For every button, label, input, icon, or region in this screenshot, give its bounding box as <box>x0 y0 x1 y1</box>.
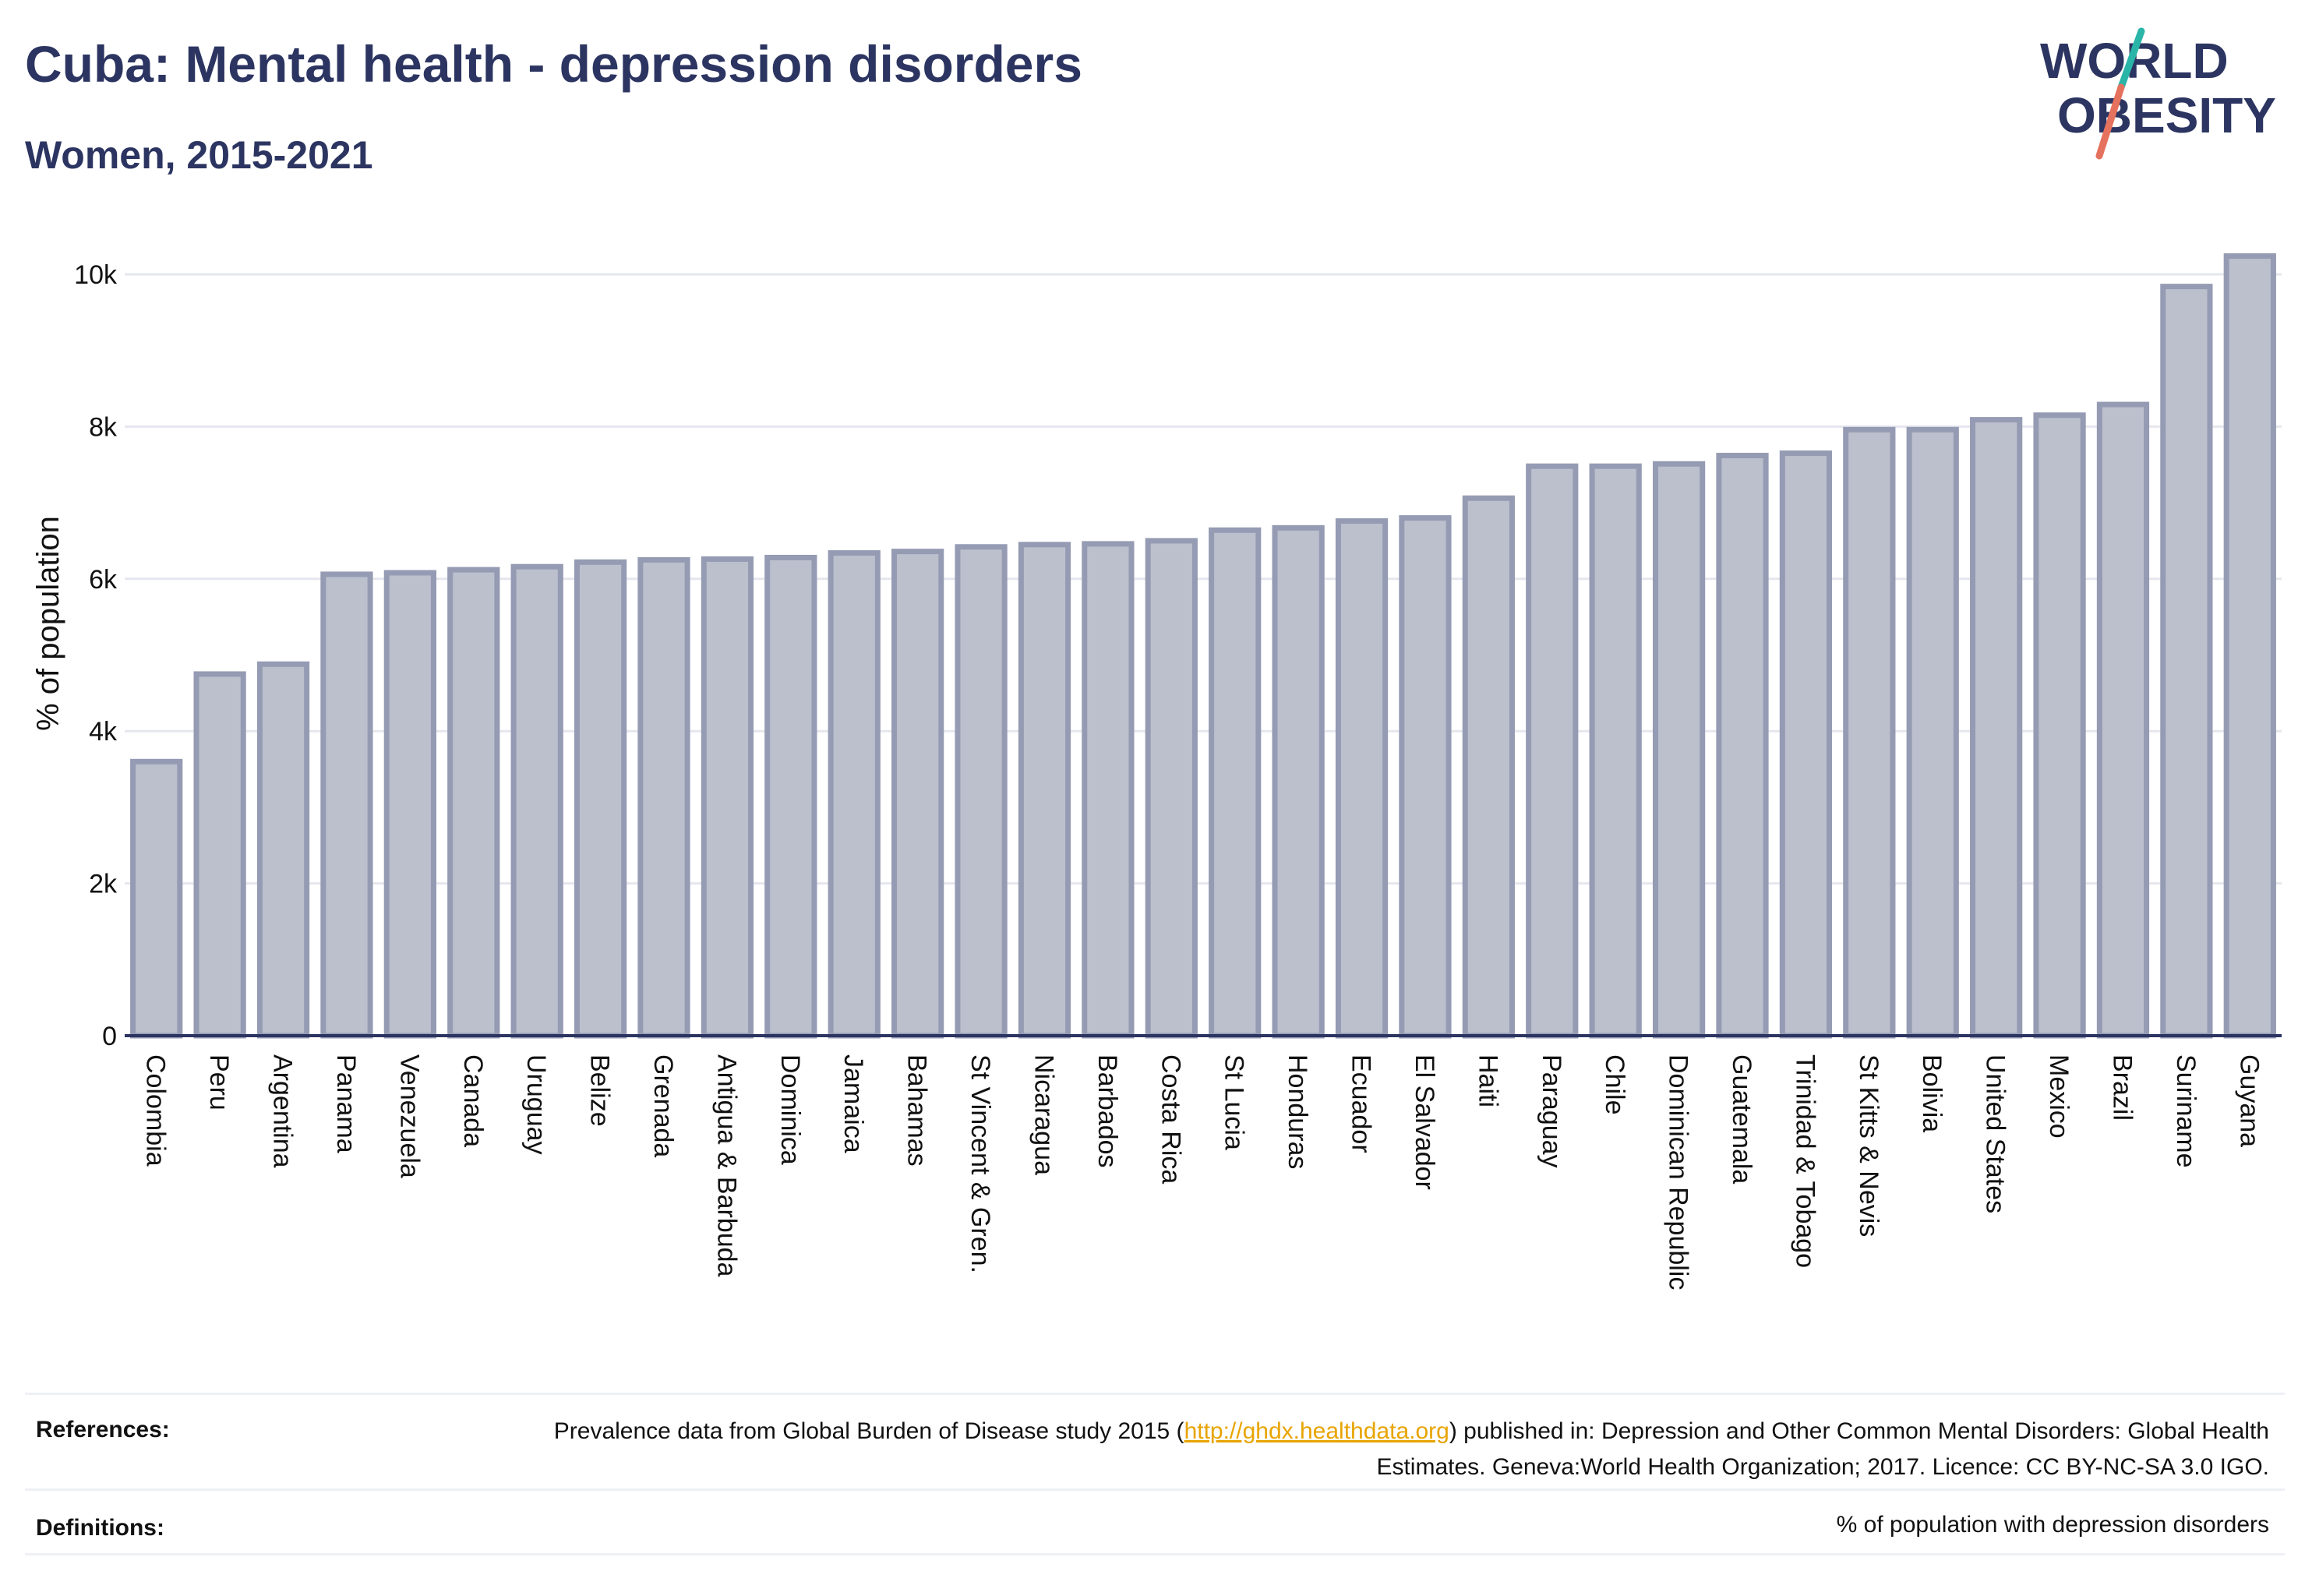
x-tick-label: Suriname <box>2171 1054 2201 1168</box>
x-tick-label: Colombia <box>141 1054 171 1167</box>
y-tick-label: 6k <box>89 565 118 595</box>
bar <box>1779 450 1833 1039</box>
x-tick-label: Guyana <box>2234 1054 2264 1147</box>
bar <box>1843 426 1896 1039</box>
bar <box>1970 417 2023 1039</box>
definitions-label: Definitions: <box>36 1515 164 1541</box>
x-tick-label: Argentina <box>268 1054 298 1168</box>
bar <box>1145 538 1198 1039</box>
x-tick-label: Panama <box>331 1054 361 1153</box>
footer-divider-middle <box>25 1488 2285 1491</box>
x-tick-label: Uruguay <box>521 1054 551 1155</box>
x-tick-label: Ecuador <box>1347 1054 1376 1153</box>
x-tick-label: St Kitts & Nevis <box>1854 1054 1883 1237</box>
bar <box>1018 542 1071 1039</box>
bar <box>701 556 754 1039</box>
y-tick-label: 8k <box>89 412 118 442</box>
y-tick-label: 2k <box>89 870 118 899</box>
bar <box>2160 284 2213 1039</box>
x-tick-label: Bolivia <box>1917 1054 1947 1132</box>
x-tick-label: El Salvador <box>1410 1054 1439 1190</box>
x-tick-label: Barbados <box>1092 1054 1122 1168</box>
x-tick-label: Belize <box>585 1054 615 1127</box>
x-tick-label: Grenada <box>648 1054 678 1157</box>
bar <box>828 550 881 1039</box>
bar <box>193 671 246 1039</box>
x-tick-label: Antigua & Barbuda <box>711 1054 741 1277</box>
bar <box>891 549 944 1039</box>
page-title: Cuba: Mental health - depression disorde… <box>25 35 1082 93</box>
x-tick-label: Trinidad & Tobago <box>1790 1054 1820 1268</box>
bar <box>1399 515 1452 1039</box>
bar <box>637 556 690 1039</box>
bar <box>1082 541 1135 1039</box>
x-tick-label: Canada <box>458 1054 488 1147</box>
bar <box>383 570 436 1039</box>
references-text: Prevalence data from Global Burden of Di… <box>477 1414 2269 1485</box>
bar <box>1272 524 1325 1039</box>
bar <box>574 559 627 1039</box>
references-label: References: <box>36 1417 170 1442</box>
bar <box>1652 461 1706 1039</box>
x-tick-label: Nicaragua <box>1029 1054 1058 1175</box>
footer-divider-top <box>25 1393 2285 1395</box>
bar <box>2223 253 2276 1039</box>
x-tick-label: Haiti <box>1473 1054 1502 1107</box>
bar <box>1209 527 1262 1039</box>
bar-chart: 0 2k 4k 6k 8k 10k % of population Colombia Peru A… <box>31 253 2282 1290</box>
bar <box>447 567 500 1039</box>
x-tick-label: Chile <box>1600 1054 1629 1114</box>
x-tick-label: St Vincent & Gren. <box>965 1054 995 1273</box>
bar <box>1716 453 1769 1039</box>
x-tick-label: Jamaica <box>838 1054 868 1153</box>
x-tick-label: Bahamas <box>902 1054 932 1167</box>
y-tick-label: 10k <box>74 260 118 290</box>
x-tick-label: Brazil <box>2107 1054 2137 1121</box>
bar <box>130 758 183 1039</box>
x-tick-label: Costa Rica <box>1156 1054 1185 1184</box>
bar <box>1589 463 1642 1039</box>
bar <box>2096 401 2150 1039</box>
x-tick-label: Honduras <box>1283 1054 1312 1169</box>
x-tick-label: United States <box>1981 1054 2010 1213</box>
bar <box>955 544 1008 1039</box>
bar <box>1462 495 1515 1039</box>
x-tick-label: Dominican Republic <box>1664 1054 1693 1290</box>
bar <box>1906 426 1959 1039</box>
x-tick-label: Dominica <box>775 1054 805 1165</box>
y-axis-title: % of population <box>31 516 65 731</box>
x-tick-label: Paraguay <box>1537 1054 1566 1168</box>
x-tick-label: St Lucia <box>1220 1054 1249 1150</box>
references-text-post: ) published in: Depression and Other Com… <box>1376 1418 2269 1480</box>
y-tick-label: 4k <box>89 717 118 747</box>
logo-slash-top <box>2117 27 2145 91</box>
bar <box>2033 412 2086 1039</box>
logo-slash-bottom <box>2095 83 2125 160</box>
bar <box>1526 463 1579 1039</box>
x-tick-label: Guatemala <box>1727 1054 1756 1184</box>
bar <box>510 563 563 1039</box>
logo-word-obesity: OBESITY <box>2057 87 2276 143</box>
definitions-text: % of population with depression disorder… <box>1836 1512 2269 1538</box>
references-link[interactable]: http://ghdx.healthdata.org <box>1184 1418 1449 1444</box>
bar <box>764 554 817 1039</box>
footer-divider-bottom <box>25 1553 2285 1555</box>
references-text-pre: Prevalence data from Global Burden of Di… <box>553 1418 1184 1444</box>
bar <box>1335 518 1389 1039</box>
world-obesity-logo: WORLD OBESITY <box>2040 27 2276 160</box>
bar <box>256 661 310 1039</box>
bar <box>320 571 373 1039</box>
x-tick-label: Peru <box>204 1054 234 1110</box>
page-subtitle: Women, 2015-2021 <box>25 133 373 177</box>
y-tick-label: 0 <box>102 1022 117 1051</box>
x-tick-label: Mexico <box>2044 1054 2074 1139</box>
x-tick-label: Venezuela <box>394 1054 424 1178</box>
